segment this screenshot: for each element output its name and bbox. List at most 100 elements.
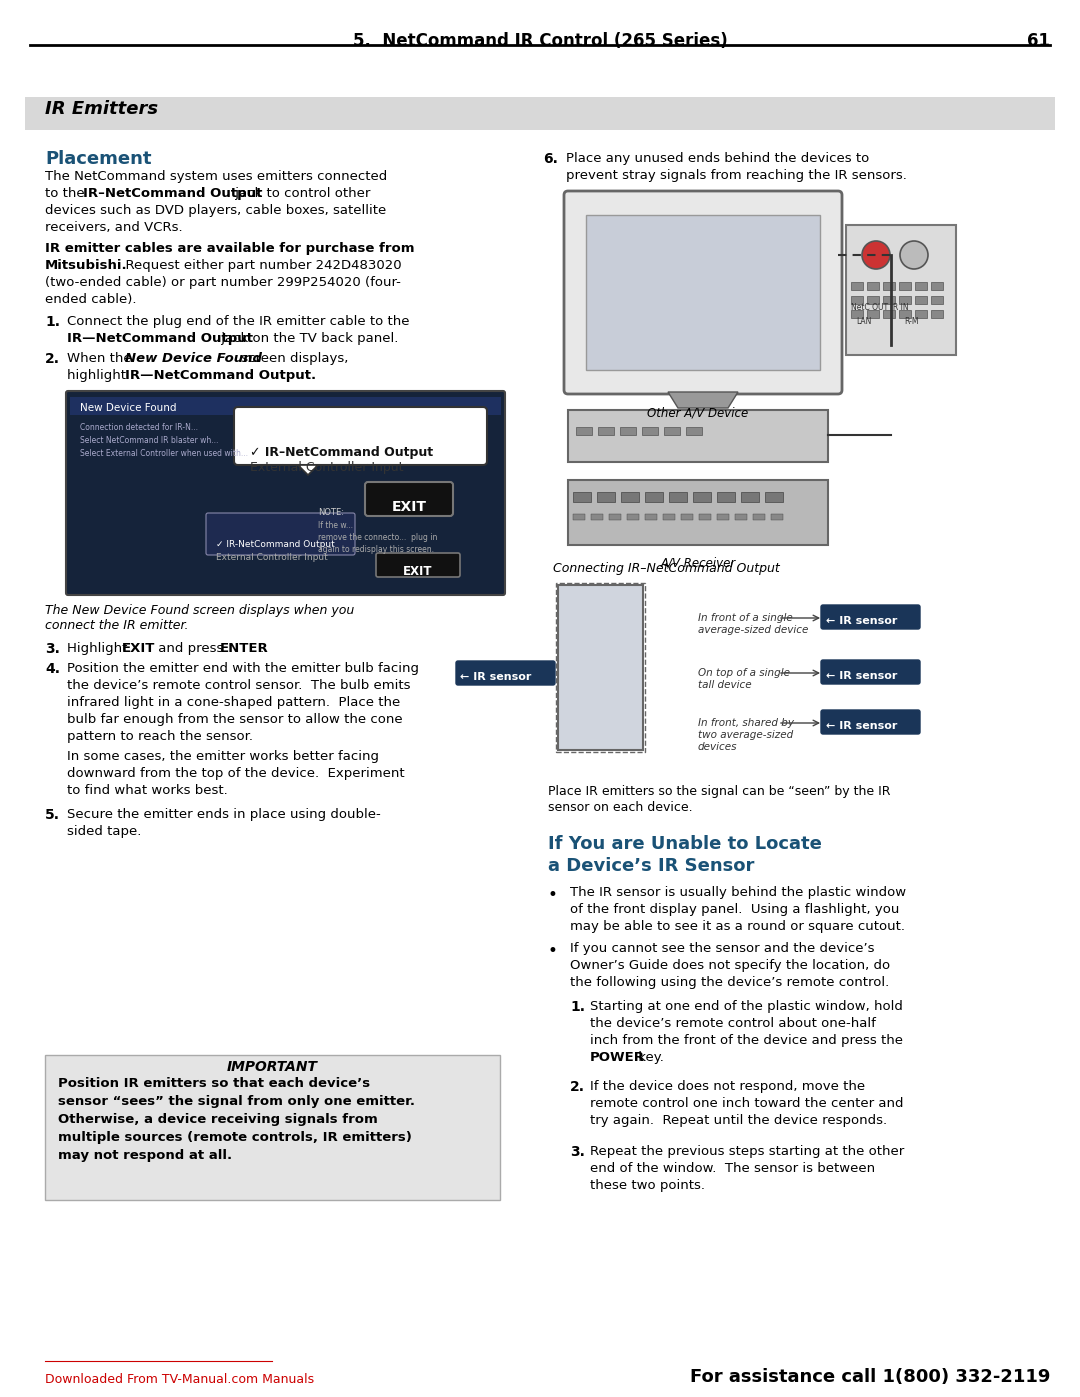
- Text: Other A/V Device: Other A/V Device: [647, 407, 748, 419]
- Bar: [883, 282, 895, 291]
- Text: ENTER: ENTER: [220, 643, 269, 655]
- Bar: [867, 282, 879, 291]
- Text: IR—NetCommand Output.: IR—NetCommand Output.: [125, 369, 316, 381]
- Text: POWER: POWER: [590, 1051, 645, 1065]
- Bar: [717, 514, 729, 520]
- Text: (two-ended cable) or part number 299P254020 (four-: (two-ended cable) or part number 299P254…: [45, 277, 401, 289]
- Text: 3.: 3.: [45, 643, 59, 657]
- Bar: [915, 282, 927, 291]
- Text: multiple sources (remote controls, IR emitters): multiple sources (remote controls, IR em…: [58, 1132, 411, 1144]
- Text: External Controller Input: External Controller Input: [249, 461, 404, 474]
- Bar: [621, 492, 639, 502]
- Circle shape: [900, 242, 928, 270]
- Text: tall device: tall device: [698, 680, 752, 690]
- Bar: [568, 481, 828, 545]
- Text: devices: devices: [698, 742, 738, 752]
- Text: Starting at one end of the plastic window, hold: Starting at one end of the plastic windo…: [590, 1000, 903, 1013]
- Text: these two points.: these two points.: [590, 1179, 705, 1192]
- Text: infrared light in a cone-shaped pattern.  Place the: infrared light in a cone-shaped pattern.…: [67, 696, 401, 710]
- Text: The New Device Found screen displays when you: The New Device Found screen displays whe…: [45, 604, 354, 617]
- FancyBboxPatch shape: [66, 391, 505, 595]
- Text: •: •: [548, 942, 558, 960]
- Text: 1.: 1.: [45, 314, 60, 330]
- Text: ended cable).: ended cable).: [45, 293, 136, 306]
- Text: average-sized device: average-sized device: [698, 624, 808, 636]
- Bar: [45, 1055, 500, 1200]
- Text: remote control one inch toward the center and: remote control one inch toward the cente…: [590, 1097, 904, 1111]
- Polygon shape: [298, 465, 318, 475]
- Text: In front, shared by: In front, shared by: [698, 718, 794, 728]
- Text: NetC OUT  R IN: NetC OUT R IN: [851, 303, 908, 312]
- Bar: [867, 296, 879, 305]
- Bar: [883, 296, 895, 305]
- Bar: [558, 585, 643, 750]
- Text: Request either part number 242D483020: Request either part number 242D483020: [117, 258, 402, 272]
- Text: 3.: 3.: [570, 1146, 585, 1160]
- Text: The NetCommand system uses emitters connected: The NetCommand system uses emitters conn…: [45, 170, 388, 183]
- Bar: [735, 514, 747, 520]
- Text: Downloaded From TV-Manual.com Manuals: Downloaded From TV-Manual.com Manuals: [45, 1373, 314, 1386]
- Bar: [645, 514, 657, 520]
- Bar: [851, 282, 863, 291]
- Text: key.: key.: [634, 1051, 664, 1065]
- Text: Highlight: Highlight: [67, 643, 132, 655]
- Text: Connection detected for IR-N...: Connection detected for IR-N...: [80, 423, 198, 432]
- Bar: [609, 514, 621, 520]
- Text: External Controller Input: External Controller Input: [216, 553, 327, 562]
- Bar: [556, 583, 645, 752]
- Text: ← IR sensor: ← IR sensor: [826, 671, 897, 680]
- Bar: [851, 310, 863, 319]
- Bar: [25, 96, 1055, 130]
- Text: sensor “sees” the signal from only one emitter.: sensor “sees” the signal from only one e…: [58, 1095, 415, 1108]
- Text: and press: and press: [154, 643, 228, 655]
- Bar: [915, 310, 927, 319]
- Bar: [627, 514, 639, 520]
- Text: For assistance call 1(800) 332-2119: For assistance call 1(800) 332-2119: [690, 1368, 1050, 1386]
- Bar: [765, 492, 783, 502]
- Bar: [899, 310, 912, 319]
- Text: receivers, and VCRs.: receivers, and VCRs.: [45, 221, 183, 235]
- Text: bulb far enough from the sensor to allow the cone: bulb far enough from the sensor to allow…: [67, 712, 403, 726]
- Bar: [568, 409, 828, 462]
- Text: Place IR emitters so the signal can be “seen” by the IR: Place IR emitters so the signal can be “…: [548, 785, 891, 798]
- Text: 1.: 1.: [570, 1000, 585, 1014]
- Bar: [573, 514, 585, 520]
- FancyBboxPatch shape: [456, 661, 555, 685]
- Text: Position IR emitters so that each device’s: Position IR emitters so that each device…: [58, 1077, 370, 1090]
- Text: may be able to see it as a round or square cutout.: may be able to see it as a round or squa…: [570, 921, 905, 933]
- Bar: [717, 492, 735, 502]
- Text: A/V Receiver: A/V Receiver: [660, 557, 735, 570]
- Bar: [899, 296, 912, 305]
- Text: Otherwise, a device receiving signals from: Otherwise, a device receiving signals fr…: [58, 1113, 378, 1126]
- Text: Owner’s Guide does not specify the location, do: Owner’s Guide does not specify the locat…: [570, 958, 890, 972]
- Text: of the front display panel.  Using a flashlight, you: of the front display panel. Using a flas…: [570, 902, 900, 916]
- Bar: [591, 514, 603, 520]
- Bar: [699, 514, 711, 520]
- Text: EXIT: EXIT: [122, 643, 156, 655]
- Bar: [598, 427, 615, 434]
- Bar: [573, 492, 591, 502]
- Text: to the: to the: [45, 187, 89, 200]
- Text: EXIT: EXIT: [391, 500, 427, 514]
- FancyBboxPatch shape: [821, 659, 920, 685]
- Text: Placement: Placement: [45, 149, 151, 168]
- FancyBboxPatch shape: [206, 513, 355, 555]
- Bar: [681, 514, 693, 520]
- Text: connect the IR emitter.: connect the IR emitter.: [45, 619, 189, 631]
- Bar: [741, 492, 759, 502]
- Text: IR–NetCommand Output: IR–NetCommand Output: [83, 187, 262, 200]
- Text: 5.  NetCommand IR Control (265 Series): 5. NetCommand IR Control (265 Series): [353, 32, 727, 50]
- Text: If you cannot see the sensor and the device’s: If you cannot see the sensor and the dev…: [570, 942, 875, 956]
- Bar: [70, 397, 501, 415]
- Bar: [663, 514, 675, 520]
- Text: screen displays,: screen displays,: [237, 352, 349, 365]
- Text: •: •: [548, 886, 558, 904]
- Text: pattern to reach the sensor.: pattern to reach the sensor.: [67, 731, 253, 743]
- Text: jack on the TV back panel.: jack on the TV back panel.: [217, 332, 399, 345]
- Text: Connect the plug end of the IR emitter cable to the: Connect the plug end of the IR emitter c…: [67, 314, 409, 328]
- Text: a Device’s IR Sensor: a Device’s IR Sensor: [548, 856, 754, 875]
- Text: Select External Controller when used with...: Select External Controller when used wit…: [80, 448, 248, 458]
- Text: The IR sensor is usually behind the plastic window: The IR sensor is usually behind the plas…: [570, 886, 906, 900]
- Text: Position the emitter end with the emitter bulb facing: Position the emitter end with the emitte…: [67, 662, 419, 675]
- Text: IR emitter cables are available for purchase from: IR emitter cables are available for purc…: [45, 242, 415, 256]
